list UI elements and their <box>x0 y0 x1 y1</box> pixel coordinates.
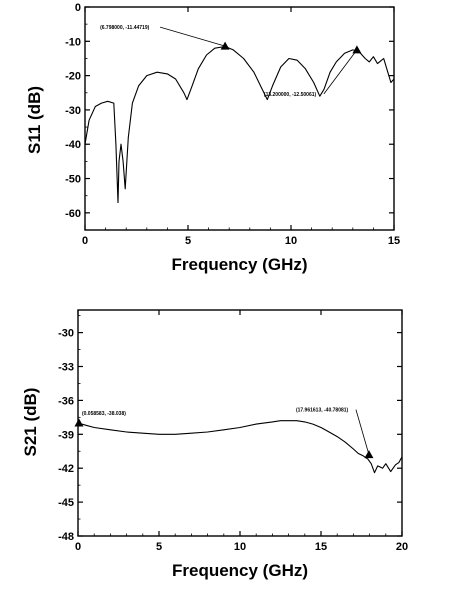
chart-2-annotation-leader <box>355 409 370 455</box>
chart-1-annotation-label: (13.200000, -12.50061) <box>264 92 317 98</box>
chart-1-x-axis-title: Frequency (GHz) <box>171 255 307 274</box>
chart-2-y-tick-label: -30 <box>58 328 74 340</box>
chart-2-plot-frame <box>77 309 403 537</box>
chart-1-x-tick-label: 5 <box>185 235 191 247</box>
chart-2-marker-triangle <box>74 418 84 427</box>
chart-1-y-axis-title: S11 (dB) <box>25 86 44 154</box>
chart-1-y-tick-label: -10 <box>65 36 81 48</box>
chart-1-plot-frame <box>84 6 395 231</box>
chart-2-x-tick-label: 20 <box>396 541 408 553</box>
chart-2-x-tick-label: 15 <box>315 541 327 553</box>
chart-2-annotation-label: (17.961613, -40.78081) <box>296 408 349 414</box>
chart-2-y-tick-label: -45 <box>58 497 74 509</box>
chart-2-y-tick-label: -39 <box>58 429 74 441</box>
chart-1-x-tick-label: 15 <box>388 235 400 247</box>
chart-2-y-tick-label: -42 <box>58 463 74 475</box>
chart-2-x-tick-label: 0 <box>75 541 81 553</box>
chart-1-y-tick-label: -30 <box>65 105 81 117</box>
chart-1-series-line <box>84 45 395 204</box>
chart-1-y-tick-label: -60 <box>65 208 81 220</box>
chart-1-annotation-leader <box>159 26 226 47</box>
chart-2-x-tick-label: 10 <box>234 541 246 553</box>
chart-2-x-tick-label: 5 <box>156 541 162 553</box>
chart-2-y-tick-label: -48 <box>58 531 74 543</box>
chart-1-marker-triangle <box>220 41 230 50</box>
chart-1-y-tick-label: -40 <box>65 139 81 151</box>
chart-2-series-line <box>77 420 403 474</box>
chart-1-marker-triangle <box>352 45 362 54</box>
chart-2-x-axis-title: Frequency (GHz) <box>172 561 308 580</box>
chart-1-y-tick-label: -50 <box>65 174 81 186</box>
chart-1-x-tick-label: 0 <box>82 235 88 247</box>
chart-1-x-tick-label: 10 <box>285 235 297 247</box>
chart-2-annotation-label: (0.058583, -38.038) <box>82 411 126 417</box>
chart-1-annotation-label: (6.798000, -11.44719) <box>100 25 150 31</box>
chart-2-y-axis-title: S21 (dB) <box>21 388 40 457</box>
chart-1-annotation-leader <box>323 49 358 95</box>
chart-2-y-tick-label: -36 <box>58 395 74 407</box>
chart-2-y-tick-label: -33 <box>58 362 74 374</box>
chart-1-y-tick-label: -20 <box>65 71 81 83</box>
chart-1-y-tick-label: 0 <box>75 2 81 14</box>
